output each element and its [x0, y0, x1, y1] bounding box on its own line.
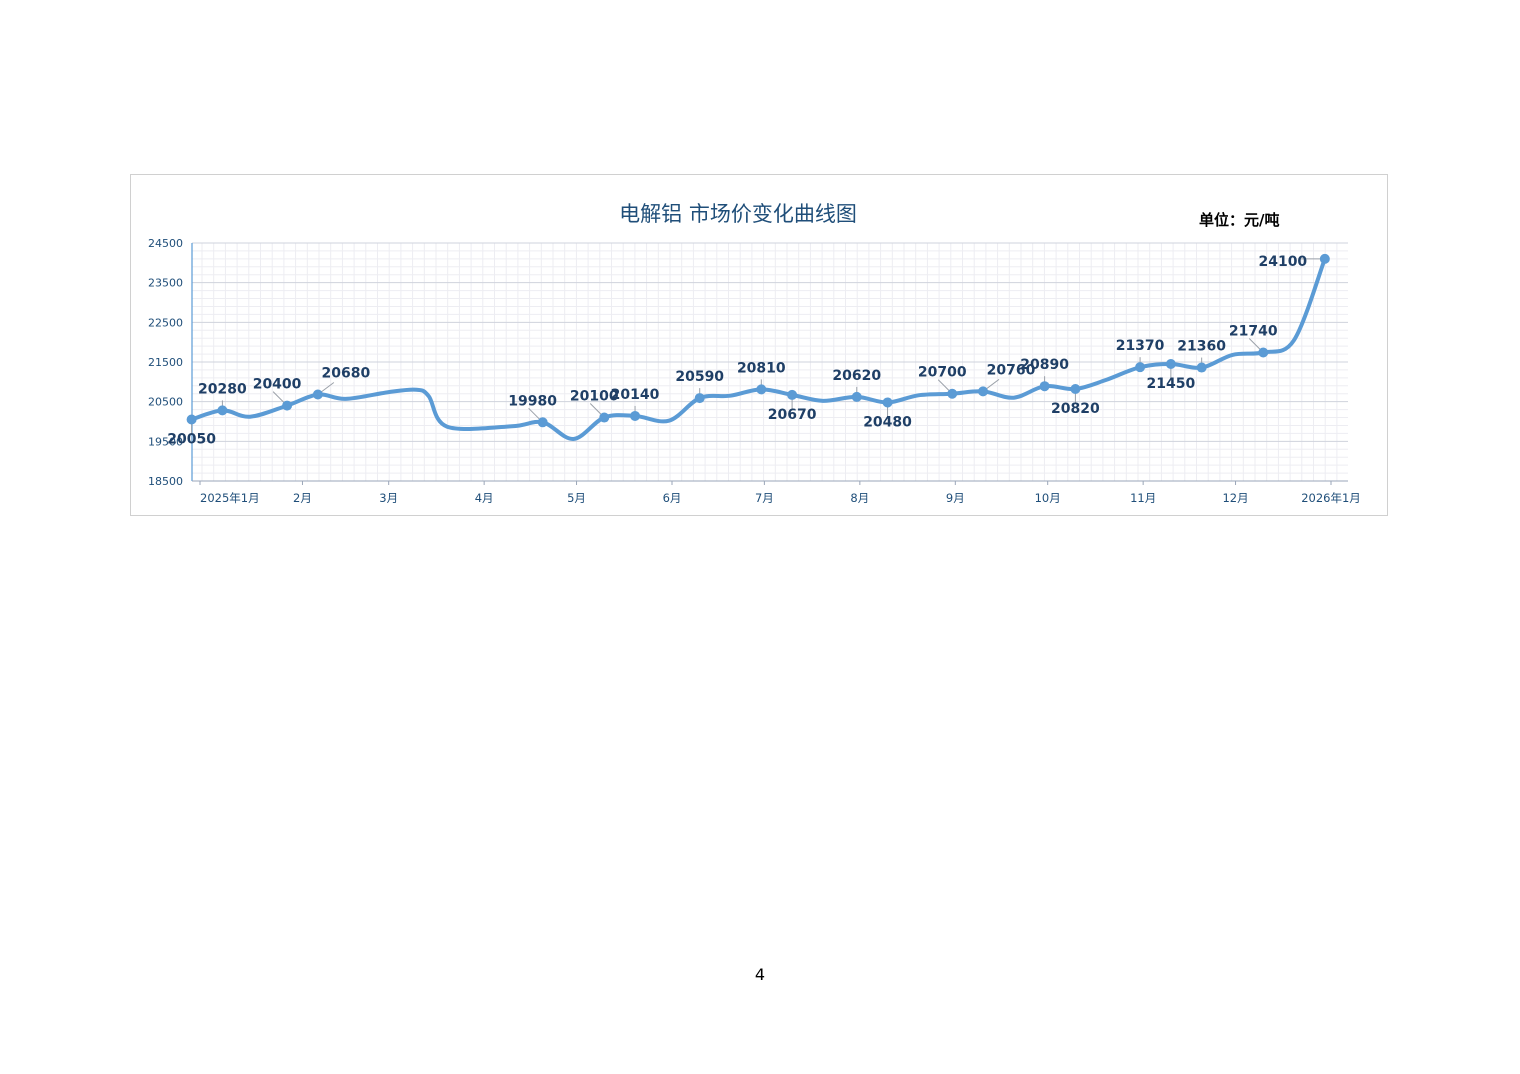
data-label: 24100: [1258, 254, 1307, 270]
data-point-marker: [537, 417, 548, 428]
data-point-marker: [1070, 383, 1081, 394]
data-label: 20670: [768, 407, 817, 423]
data-label: 20680: [322, 366, 371, 382]
line-chart: 电解铝 市场价变化曲线图 单位：元/吨 24500 23500 22500 21500…: [148, 202, 1361, 505]
data-label: 20140: [611, 387, 660, 403]
x-tick-label: 2025年1月: [200, 491, 260, 505]
x-tick-label: 4月: [475, 491, 494, 505]
data-label: 20100: [570, 389, 619, 405]
data-point-marker: [978, 386, 989, 397]
data-point-marker: [1039, 381, 1050, 392]
y-tick-label: 21500: [148, 356, 183, 369]
data-point-marker: [217, 405, 228, 416]
chart-title: 电解铝 市场价变化曲线图: [619, 202, 857, 226]
x-tick-label: 12月: [1222, 491, 1248, 505]
data-point-marker: [630, 410, 641, 421]
data-label: 20700: [918, 365, 967, 381]
data-label: 20280: [198, 381, 247, 397]
x-tick-label: 3月: [379, 491, 398, 505]
x-tick-label: 7月: [755, 491, 774, 505]
y-tick-label: 22500: [148, 316, 183, 329]
data-point-marker: [1258, 347, 1269, 358]
x-tick-label: 9月: [946, 491, 965, 505]
data-label: 20810: [737, 360, 786, 376]
data-label: 20590: [675, 369, 724, 385]
page-number: 4: [754, 965, 766, 984]
x-tick-label: 2026年1月: [1301, 491, 1361, 505]
y-tick-label: 19500: [148, 435, 183, 448]
x-tick-label: 6月: [663, 491, 682, 505]
data-point-marker: [1196, 362, 1207, 373]
data-point-marker: [882, 397, 893, 408]
data-point-marker: [947, 388, 958, 399]
data-point-marker: [312, 389, 323, 400]
data-point-marker: [186, 414, 197, 425]
data-label: 20760: [987, 362, 1036, 378]
data-point-marker: [282, 400, 293, 411]
y-tick-label: 20500: [148, 396, 183, 409]
data-point-marker: [694, 393, 705, 404]
data-point-marker: [1319, 253, 1330, 264]
data-label: 21370: [1116, 338, 1165, 354]
data-label: 21450: [1147, 376, 1196, 392]
data-point-marker: [756, 384, 767, 395]
data-point-marker: [787, 389, 798, 400]
data-label: 20050: [167, 432, 216, 448]
data-label: 21740: [1229, 323, 1278, 339]
data-label: 21360: [1177, 339, 1226, 355]
x-tick-label: 11月: [1130, 491, 1156, 505]
data-point-marker: [599, 412, 610, 423]
y-tick-label: 24500: [148, 237, 183, 250]
y-tick-label: 18500: [148, 475, 183, 488]
data-label: 20480: [863, 414, 912, 430]
data-label: 20620: [832, 368, 881, 384]
data-label: 20820: [1051, 401, 1100, 417]
data-point-marker: [1135, 362, 1146, 373]
data-label: 19980: [508, 393, 557, 409]
data-point-marker: [851, 391, 862, 402]
chart-container: 电解铝 市场价变化曲线图 单位：元/吨 24500 23500 22500 21500…: [130, 174, 1388, 516]
data-label: 20890: [1020, 357, 1069, 373]
x-tick-label: 8月: [850, 491, 869, 505]
x-tick-label: 2月: [293, 491, 312, 505]
x-tick-label: 10月: [1035, 491, 1061, 505]
y-tick-label: 23500: [148, 277, 183, 290]
data-label: 20400: [253, 377, 302, 393]
x-tick-label: 5月: [567, 491, 586, 505]
unit-label: 单位：元/吨: [1199, 211, 1279, 229]
data-point-marker: [1165, 358, 1176, 369]
